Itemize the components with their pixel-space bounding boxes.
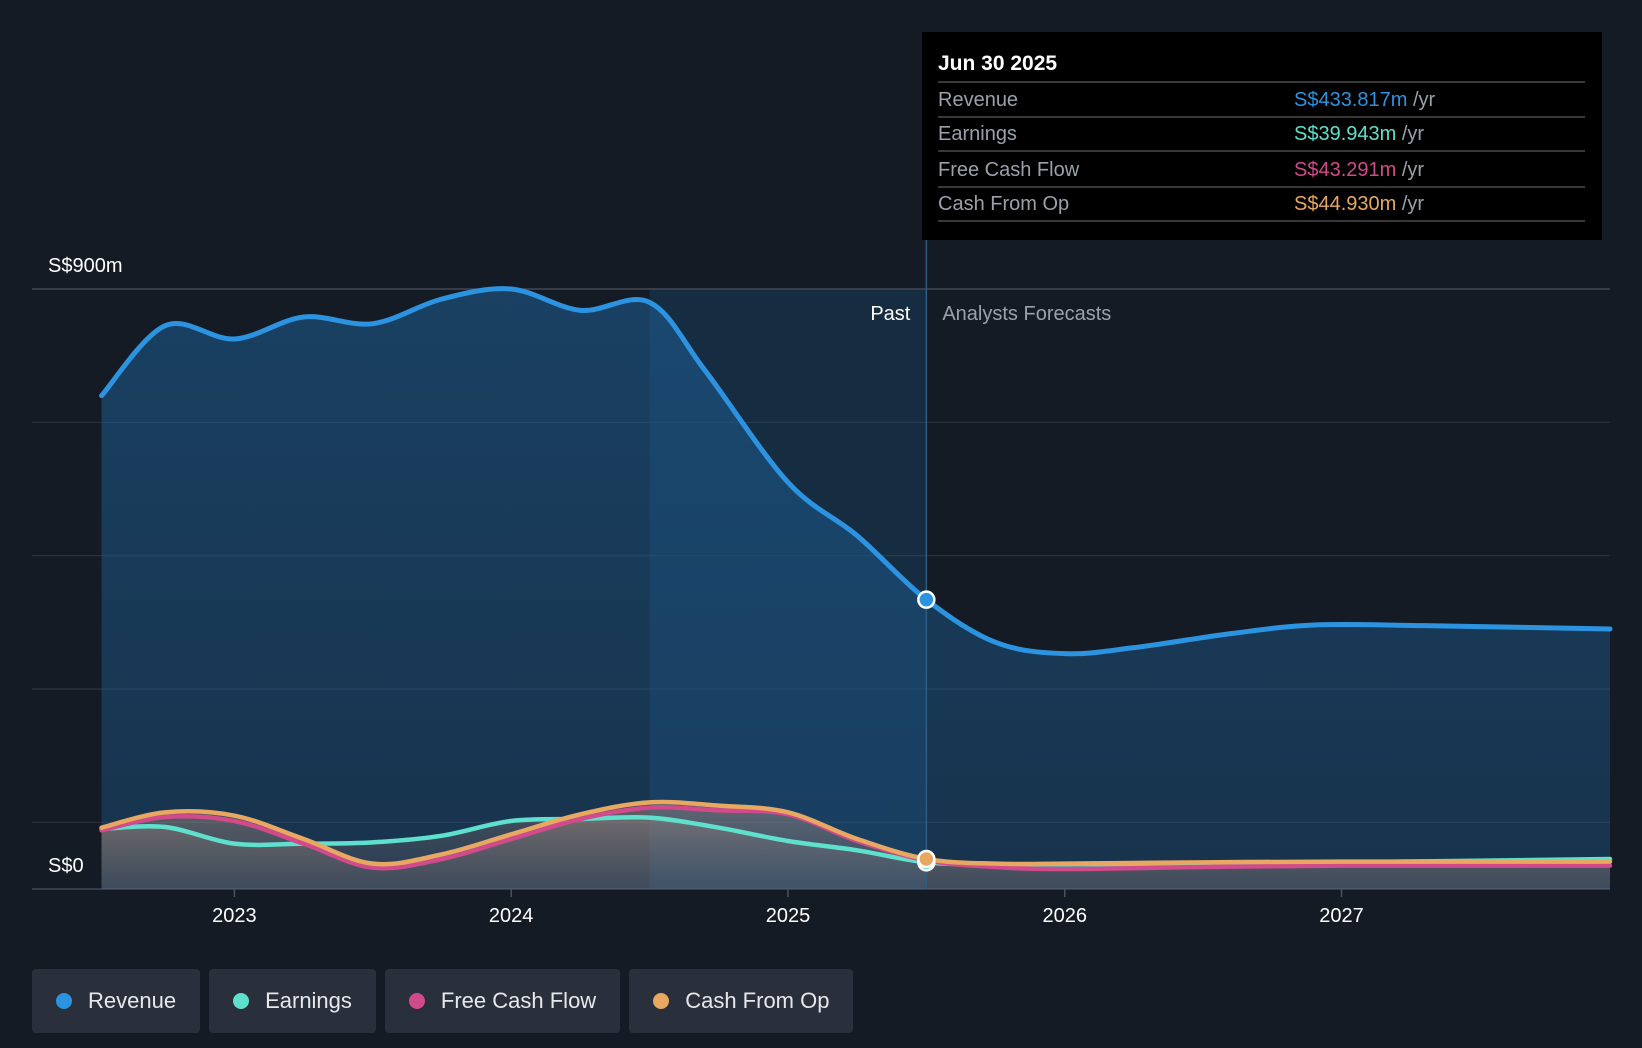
y-axis-bottom-label: S$0 xyxy=(48,855,84,877)
legend-dot-icon xyxy=(56,993,72,1009)
tooltip-date: Jun 30 2025 xyxy=(938,52,1057,75)
area-revenue xyxy=(101,288,1611,889)
x-tick-label: 2024 xyxy=(489,905,534,927)
tooltip-value: S$43.291m /yr xyxy=(1294,159,1424,181)
legend-item-free-cash-flow[interactable]: Free Cash Flow xyxy=(384,969,621,1033)
tooltip-value: S$44.930m /yr xyxy=(1294,193,1424,215)
tooltip: Jun 30 2025 Revenue S$433.817m /yr Earning… xyxy=(922,32,1602,240)
legend-dot-icon xyxy=(408,993,425,1009)
marker-revenue xyxy=(917,590,936,609)
line-cash-from-op xyxy=(99,799,1613,867)
legend-label: Earnings xyxy=(265,988,352,1013)
legend-label: Revenue xyxy=(88,988,177,1013)
tooltip-label: Earnings xyxy=(938,123,1017,145)
legend-dot-icon xyxy=(233,993,250,1009)
x-tick-label: 2027 xyxy=(1319,905,1364,927)
legend-item-cash-from-op[interactable]: Cash From Op xyxy=(629,969,854,1033)
line-revenue xyxy=(99,286,1613,657)
series-lines xyxy=(99,286,1613,872)
legend-item-revenue[interactable]: Revenue xyxy=(32,969,201,1033)
x-tick-label: 2025 xyxy=(766,905,811,927)
x-tick-label: 2023 xyxy=(212,905,257,927)
tooltip-background xyxy=(922,32,1602,240)
past-label: Past xyxy=(870,303,910,325)
tooltip-label: Free Cash Flow xyxy=(938,159,1080,181)
tooltip-value: S$39.943m /yr xyxy=(1294,123,1424,145)
legend-item-earnings[interactable]: Earnings xyxy=(209,969,376,1033)
legend-label: Cash From Op xyxy=(685,988,830,1013)
tooltip-value: S$433.817m /yr xyxy=(1294,89,1436,111)
hover-markers xyxy=(917,590,936,872)
tooltip-label: Cash From Op xyxy=(938,193,1069,215)
y-axis-top-label: S$900m xyxy=(48,255,123,277)
forecast-label: Analysts Forecasts xyxy=(942,303,1111,325)
legend: Revenue Earnings Free Cash Flow Cash From O… xyxy=(32,969,854,1033)
tooltip-rows: Revenue S$433.817m /yr Earnings S$39.943m /… xyxy=(938,81,1585,222)
marker-cash-from-op xyxy=(917,849,936,869)
x-axis-ticks: 2023 2024 2025 2026 2027 xyxy=(212,889,1364,927)
line-free-cash-flow xyxy=(99,805,1613,872)
x-tick-label: 2026 xyxy=(1042,905,1087,927)
legend-dot-icon xyxy=(653,993,670,1009)
tooltip-label: Revenue xyxy=(938,89,1018,111)
legend-label: Free Cash Flow xyxy=(440,988,597,1013)
